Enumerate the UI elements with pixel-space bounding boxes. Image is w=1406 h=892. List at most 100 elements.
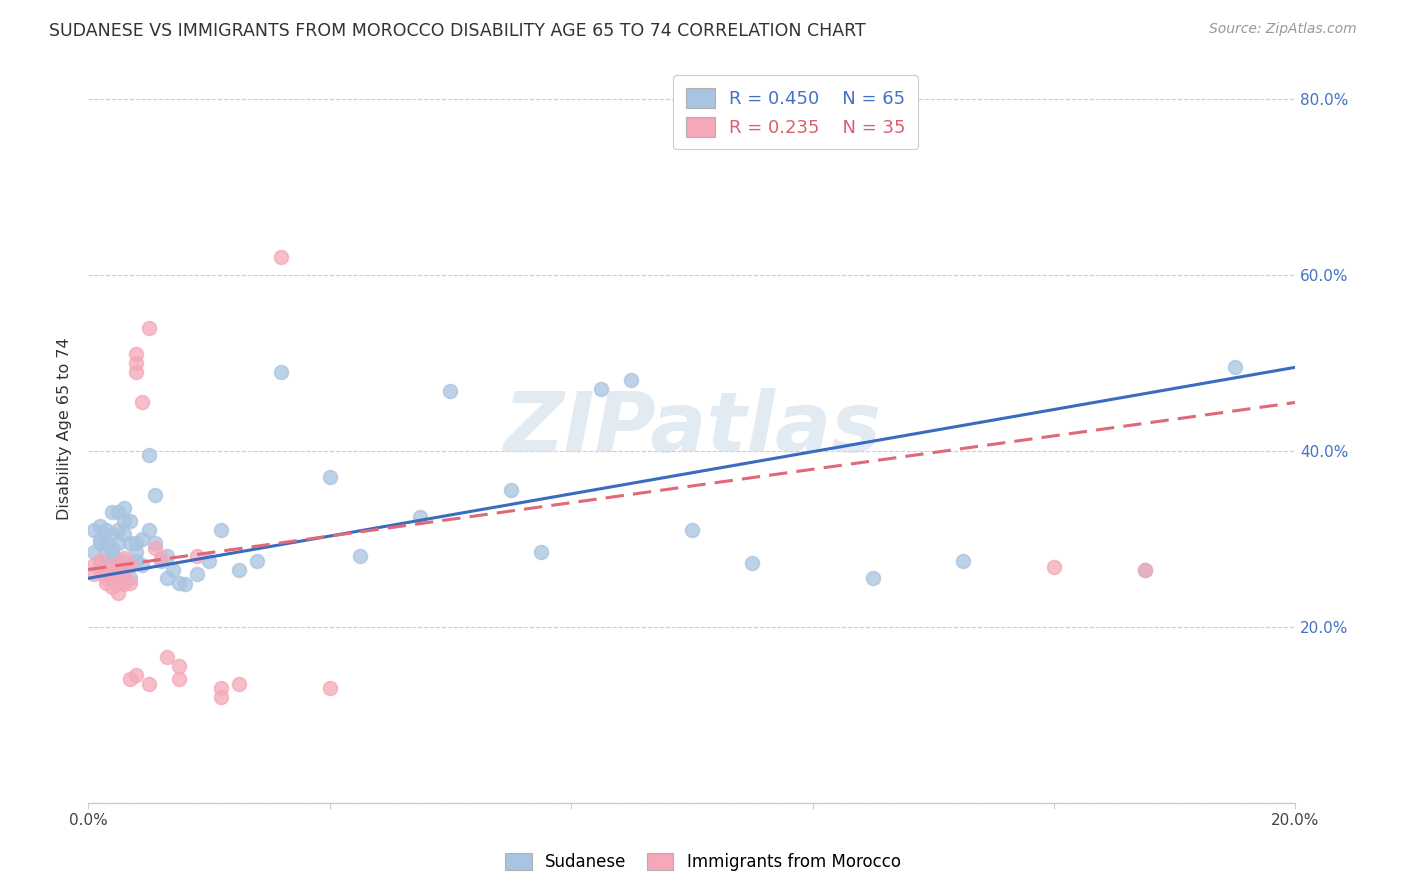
Point [120,558,142,573]
Point [107,575,129,590]
Point [107,536,129,550]
Point [741,557,763,571]
Point [101,527,124,541]
Point [409,509,432,524]
Point [156,650,179,665]
Point [83,523,105,537]
Point [198,554,221,568]
Point [125,554,148,568]
Point [149,551,172,566]
Point [101,554,124,568]
Point [89,532,111,546]
Point [101,545,124,559]
Point [89,558,111,573]
Point [1043,560,1066,574]
Point [120,575,142,590]
Point [209,690,232,704]
Point [89,562,111,576]
Point [120,571,142,585]
Point [131,395,153,409]
Text: ZIPatlas: ZIPatlas [503,388,880,469]
Point [138,320,160,334]
Point [318,470,340,484]
Point [156,571,179,585]
Text: Source: ZipAtlas.com: Source: ZipAtlas.com [1209,22,1357,37]
Point [96,545,118,559]
Point [101,562,124,576]
Point [125,347,148,361]
Point [101,541,124,555]
Point [120,558,142,573]
Point [143,541,166,555]
Point [112,527,135,541]
Point [107,558,129,573]
Point [96,536,118,550]
Point [228,677,250,691]
Point [112,500,135,515]
Point [96,562,118,576]
Point [83,566,105,581]
Point [131,558,153,573]
Point [620,374,643,388]
Point [138,677,160,691]
Point [167,575,190,590]
Point [1223,360,1246,375]
Point [1133,562,1156,576]
Point [349,549,371,564]
Point [83,545,105,559]
Point [125,356,148,370]
Point [186,549,208,564]
Point [318,681,340,696]
Point [1133,562,1156,576]
Point [107,505,129,519]
Point [101,566,124,581]
Point [96,566,118,581]
Point [162,562,184,576]
Point [125,545,148,559]
Point [107,586,129,600]
Legend: Sudanese, Immigrants from Morocco: Sudanese, Immigrants from Morocco [496,845,910,880]
Point [270,365,292,379]
Point [156,549,179,564]
Point [149,554,172,568]
Point [120,536,142,550]
Point [143,488,166,502]
Point [270,251,292,265]
Point [107,554,129,568]
Point [228,562,250,576]
Point [131,532,153,546]
Point [112,514,135,528]
Point [167,673,190,687]
Point [138,523,160,537]
Point [112,562,135,576]
Point [89,518,111,533]
Point [167,659,190,673]
Point [186,566,208,581]
Point [125,536,148,550]
Point [101,568,124,582]
Point [96,554,118,568]
Point [112,577,135,591]
Point [499,483,522,498]
Point [89,554,111,568]
Point [530,545,553,559]
Point [96,523,118,537]
Point [246,554,269,568]
Point [107,566,129,581]
Point [138,448,160,462]
Point [101,580,124,594]
Point [952,554,974,568]
Point [120,514,142,528]
Point [209,681,232,696]
Point [112,571,135,585]
Point [112,554,135,568]
Point [101,505,124,519]
Point [125,668,148,682]
Point [209,523,232,537]
Legend: R = 0.450    N = 65, R = 0.235    N = 35: R = 0.450 N = 65, R = 0.235 N = 35 [673,76,918,150]
Point [125,365,148,379]
Text: SUDANESE VS IMMIGRANTS FROM MOROCCO DISABILITY AGE 65 TO 74 CORRELATION CHART: SUDANESE VS IMMIGRANTS FROM MOROCCO DISA… [49,22,866,40]
Point [120,673,142,687]
Y-axis label: Disability Age 65 to 74: Disability Age 65 to 74 [58,337,72,520]
Point [173,577,195,591]
